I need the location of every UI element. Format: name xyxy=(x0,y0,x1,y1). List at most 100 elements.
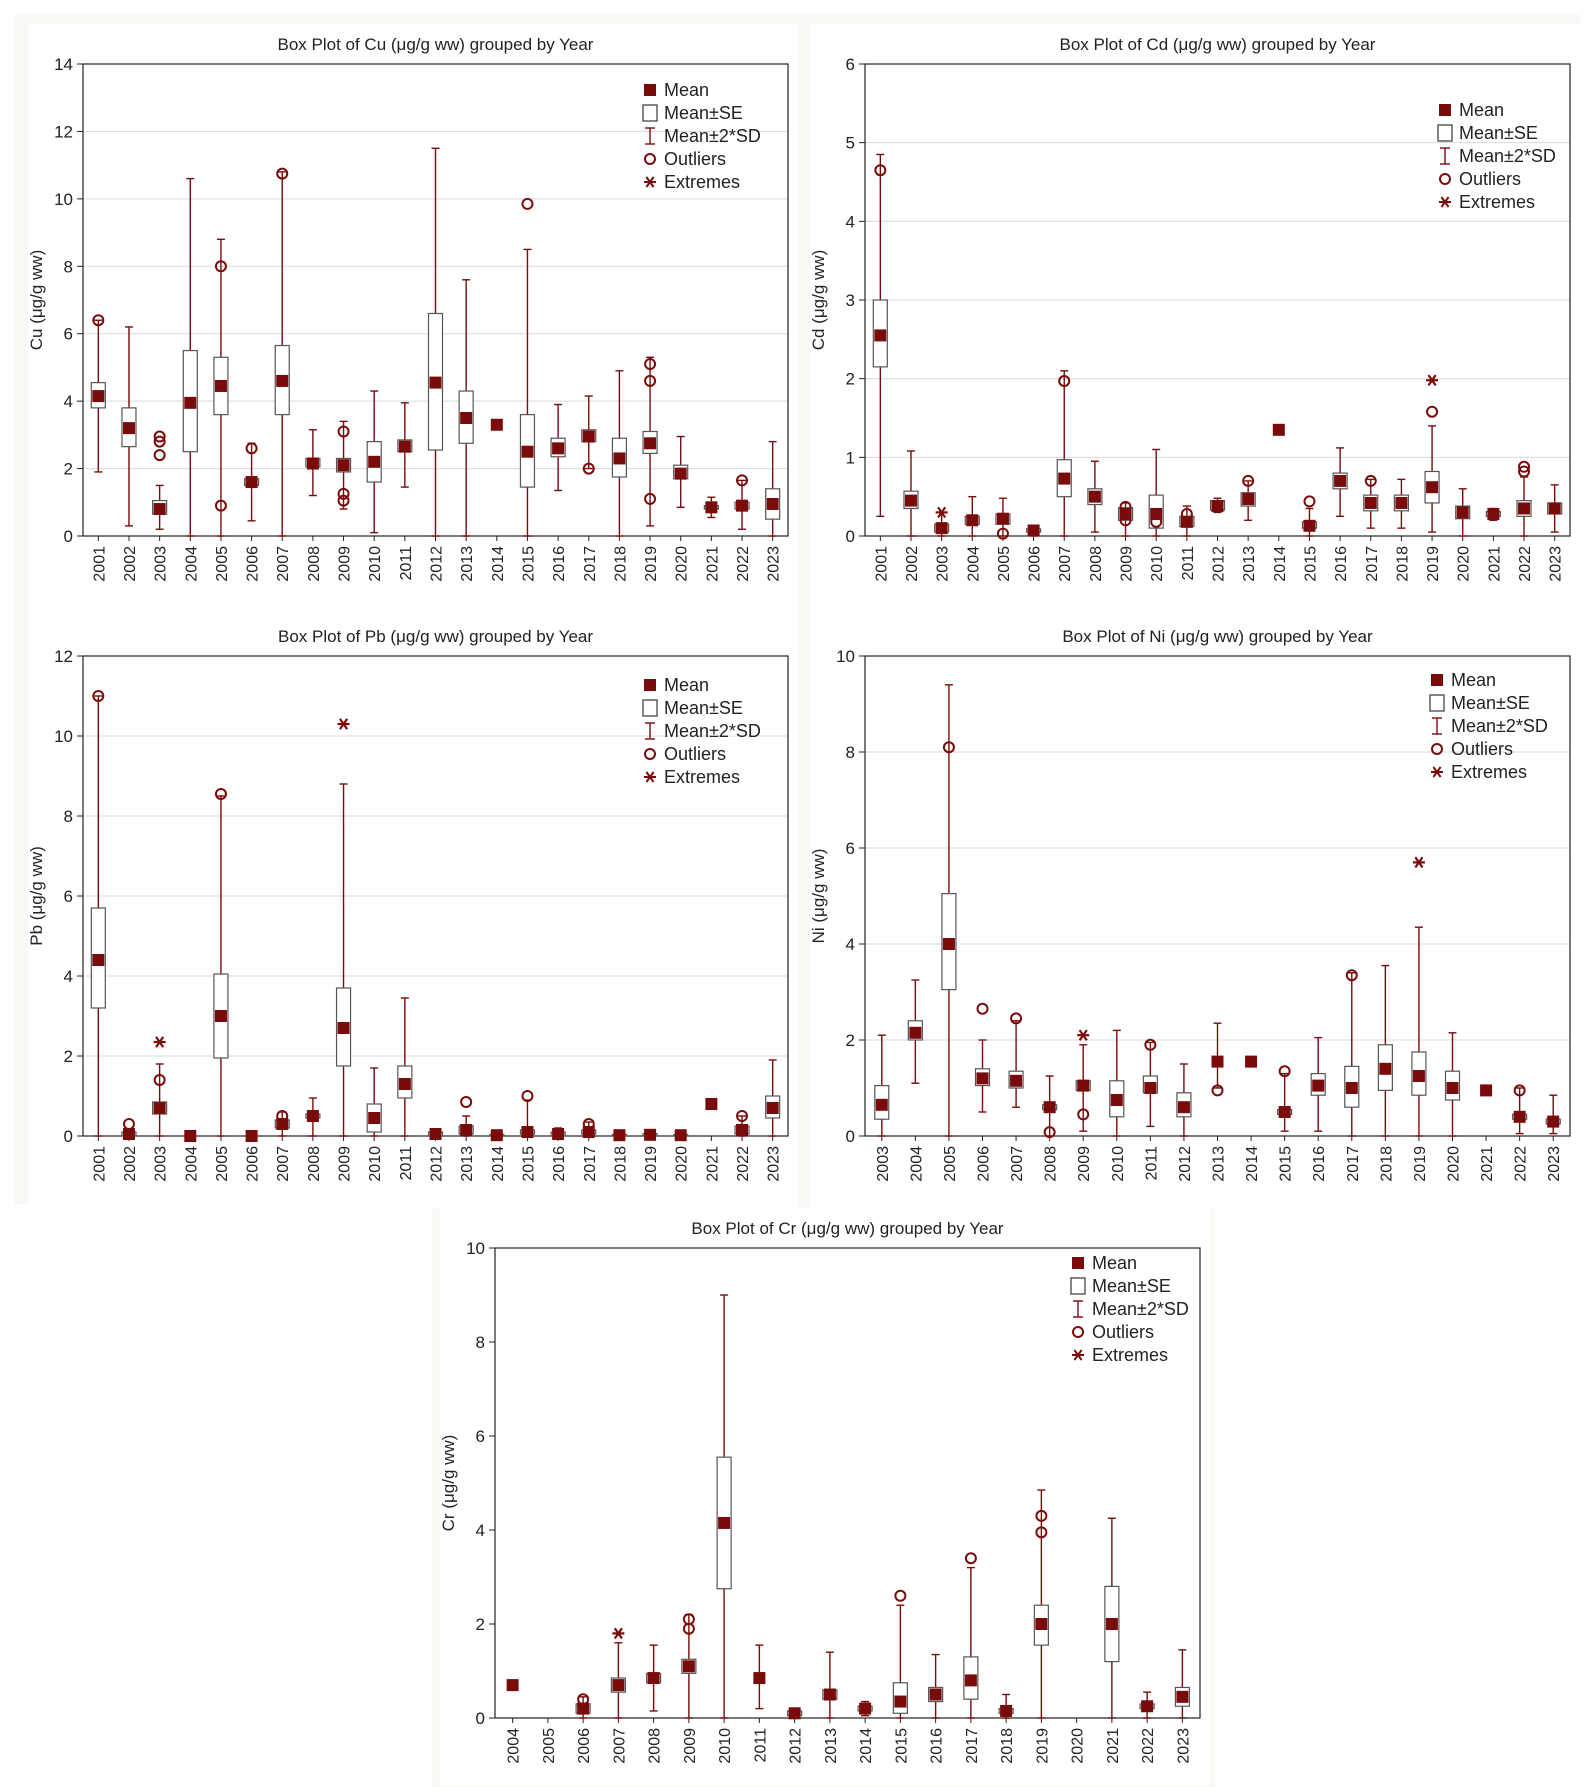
box-group-2011 xyxy=(397,402,413,488)
mean-marker xyxy=(647,1672,660,1685)
outlier-point xyxy=(1426,405,1439,418)
x-tick-label: 2002 xyxy=(122,1146,139,1182)
outlier-point xyxy=(337,487,350,500)
x-tick-label: 2004 xyxy=(965,546,982,582)
y-axis-label: Ni (μg/g ww) xyxy=(809,849,828,944)
box-group-2012 xyxy=(427,1128,444,1140)
x-tick-label: 2011 xyxy=(752,1728,769,1763)
legend-sd-symbol xyxy=(645,127,655,145)
mean-marker xyxy=(521,445,534,458)
mean-marker xyxy=(976,1072,989,1085)
mean-marker xyxy=(1456,506,1469,519)
x-tick-label: 2017 xyxy=(582,546,599,582)
box-group-2009 xyxy=(335,718,352,1137)
box-group-2016 xyxy=(550,403,566,492)
x-tick-label: 2009 xyxy=(337,546,354,582)
legend-sd-symbol xyxy=(645,722,655,740)
box-group-2011 xyxy=(1142,1038,1158,1128)
y-tick-label: 0 xyxy=(846,527,855,546)
outlier-point xyxy=(1150,515,1163,528)
outlier-point xyxy=(276,167,289,180)
x-tick-label: 2008 xyxy=(306,546,323,582)
mean-marker xyxy=(1242,493,1255,506)
x-tick-label: 2022 xyxy=(1140,1728,1157,1764)
x-tick-label: 2010 xyxy=(367,546,384,582)
x-tick-label: 2021 xyxy=(1479,1146,1496,1182)
box-group-2012 xyxy=(427,147,444,537)
x-tick-label: 2007 xyxy=(275,1146,292,1182)
outlier-point xyxy=(582,462,595,475)
legend-label: Mean±SE xyxy=(1451,693,1530,713)
box-group-2004 xyxy=(907,979,923,1084)
x-tick-label: 2020 xyxy=(1456,546,1473,582)
mean-marker xyxy=(398,1078,411,1090)
mean-marker xyxy=(1035,1618,1048,1630)
legend-outlier-symbol xyxy=(644,748,656,760)
box-group-2017 xyxy=(581,1118,597,1138)
mean-marker xyxy=(788,1707,801,1720)
legend-label: Extremes xyxy=(664,767,740,787)
extreme-stroke xyxy=(613,1627,623,1640)
chart-panel-ni: Box Plot of Ni (μg/g ww) grouped by Year… xyxy=(809,616,1580,1208)
outlier-point xyxy=(644,358,657,371)
x-tick-label: 2002 xyxy=(904,546,921,582)
outlier-point xyxy=(1278,1065,1291,1078)
extreme-stroke xyxy=(937,506,947,519)
mean-marker xyxy=(1513,1110,1526,1123)
mean-marker xyxy=(966,514,979,527)
legend-label: Mean±SE xyxy=(1092,1276,1171,1296)
mean-marker xyxy=(1548,502,1561,515)
mean-marker xyxy=(1272,423,1285,436)
y-tick-label: 4 xyxy=(476,1521,485,1540)
y-tick-label: 8 xyxy=(476,1333,485,1352)
x-tick-label: 2023 xyxy=(1175,1728,1192,1764)
x-tick-label: 2004 xyxy=(183,1146,200,1182)
mean-marker xyxy=(909,1026,922,1039)
legend-label: Outliers xyxy=(1459,169,1521,189)
outlier-point xyxy=(736,1110,749,1122)
x-tick-label: 2017 xyxy=(964,1728,981,1764)
x-tick-label: 2022 xyxy=(1513,1146,1530,1182)
mean-marker xyxy=(577,1702,590,1715)
legend-label: Mean xyxy=(1451,670,1496,690)
box-group-2022 xyxy=(1139,1691,1155,1719)
mean-marker xyxy=(964,1674,977,1687)
box-group-2004 xyxy=(506,1679,519,1692)
outlier-point xyxy=(1043,1126,1056,1139)
mean-marker xyxy=(859,1702,872,1715)
mean-marker xyxy=(214,379,227,392)
outlier-point xyxy=(153,430,166,443)
mean-marker xyxy=(460,412,473,424)
x-tick-label: 2012 xyxy=(1211,546,1228,582)
x-tick-label: 2007 xyxy=(275,546,292,582)
box-group-2021 xyxy=(703,496,719,519)
x-tick-label: 2006 xyxy=(576,1728,593,1764)
y-tick-label: 4 xyxy=(846,212,855,231)
mean-marker xyxy=(552,442,565,455)
mean-marker xyxy=(184,396,197,409)
x-tick-label: 2016 xyxy=(551,1146,568,1182)
box-group-2006 xyxy=(974,1002,991,1113)
box-group-2017 xyxy=(581,395,597,475)
chart-panel-cd: Box Plot of Cd (μg/g ww) grouped by Year… xyxy=(809,24,1580,616)
box-group-2022 xyxy=(734,474,750,530)
x-tick-label: 2016 xyxy=(551,546,568,582)
box-group-2001 xyxy=(90,690,106,1137)
box-group-2022 xyxy=(1512,1084,1528,1135)
box-group-2007 xyxy=(1008,1012,1024,1108)
box-group-2019 xyxy=(1424,374,1440,533)
outlier-point xyxy=(577,1693,590,1706)
box-group-2007 xyxy=(274,1110,290,1137)
box-group-2017 xyxy=(963,1552,979,1719)
x-tick-label: 2022 xyxy=(735,1146,752,1182)
legend-extreme-stroke xyxy=(645,176,655,188)
x-tick-label: 2020 xyxy=(1070,1728,1087,1764)
x-tick-label: 2005 xyxy=(942,1146,959,1182)
outlier-point xyxy=(337,425,350,438)
box-group-2006 xyxy=(1025,524,1042,537)
legend-label: Mean±SE xyxy=(1459,123,1538,143)
box-group-2011 xyxy=(1179,505,1195,537)
mean-marker xyxy=(1412,1070,1425,1082)
x-tick-label: 2006 xyxy=(976,1146,993,1182)
outlier-point xyxy=(153,449,166,462)
